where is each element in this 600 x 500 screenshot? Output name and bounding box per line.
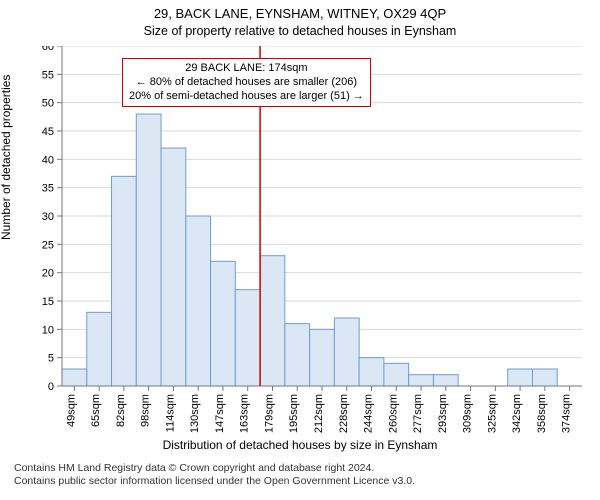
histogram-bar <box>359 358 384 386</box>
histogram-bar <box>384 363 409 386</box>
y-tick-label: 20 <box>42 268 54 280</box>
x-tick-label: 228sqm <box>338 394 350 433</box>
footer-line-1: Contains HM Land Registry data © Crown c… <box>14 462 415 475</box>
annotation-box: 29 BACK LANE: 174sqm ← 80% of detached h… <box>122 58 371 107</box>
x-tick-label: 358sqm <box>536 394 548 433</box>
y-tick-label: 45 <box>42 126 54 138</box>
y-tick-label: 5 <box>48 353 54 365</box>
x-tick-label: 260sqm <box>387 394 399 433</box>
y-tick-label: 10 <box>42 324 54 336</box>
y-tick-label: 55 <box>42 69 54 81</box>
y-tick-label: 60 <box>42 46 54 53</box>
x-tick-label: 277sqm <box>412 394 424 433</box>
histogram-bar <box>136 114 161 386</box>
histogram-bar <box>235 290 260 386</box>
x-tick-label: 374sqm <box>561 394 573 433</box>
chart-plot-area: 05101520253035404550556049sqm65sqm82sqm9… <box>62 46 582 386</box>
y-tick-label: 35 <box>42 183 54 195</box>
x-tick-label: 195sqm <box>288 394 300 433</box>
histogram-bar <box>409 375 434 386</box>
histogram-bar <box>161 148 186 386</box>
histogram-bar <box>62 369 87 386</box>
y-tick-label: 40 <box>42 154 54 166</box>
x-tick-label: 65sqm <box>90 394 102 427</box>
y-tick-label: 0 <box>48 381 54 393</box>
histogram-bar <box>186 216 211 386</box>
histogram-bar <box>112 176 137 386</box>
annotation-line-2: ← 80% of detached houses are smaller (20… <box>129 76 364 90</box>
x-tick-label: 179sqm <box>263 394 275 433</box>
x-tick-label: 309sqm <box>462 394 474 433</box>
x-tick-label: 114sqm <box>164 394 176 432</box>
y-tick-label: 30 <box>42 211 54 223</box>
histogram-bar <box>508 369 533 386</box>
x-tick-label: 325sqm <box>486 394 498 433</box>
x-tick-label: 212sqm <box>313 394 325 433</box>
histogram-bar <box>211 261 236 386</box>
x-tick-label: 98sqm <box>140 394 152 427</box>
y-axis-label: Number of detached properties <box>0 75 13 240</box>
x-tick-label: 49sqm <box>65 394 77 427</box>
histogram-bar <box>87 312 112 386</box>
address-title: 29, BACK LANE, EYNSHAM, WITNEY, OX29 4QP <box>0 6 600 21</box>
y-tick-label: 15 <box>42 296 54 308</box>
x-tick-label: 130sqm <box>189 394 201 433</box>
histogram-bar <box>532 369 557 386</box>
histogram-bar <box>334 318 359 386</box>
histogram-bar <box>285 324 310 386</box>
y-tick-label: 50 <box>42 98 54 110</box>
histogram-bar <box>260 256 285 386</box>
y-tick-label: 25 <box>42 239 54 251</box>
x-tick-label: 342sqm <box>511 394 523 433</box>
x-tick-label: 147sqm <box>214 394 226 433</box>
x-tick-label: 293sqm <box>437 394 449 433</box>
histogram-bar <box>310 329 335 386</box>
annotation-line-1: 29 BACK LANE: 174sqm <box>129 62 364 76</box>
subtitle: Size of property relative to detached ho… <box>0 24 600 38</box>
x-tick-label: 82sqm <box>115 394 127 427</box>
x-axis-label: Distribution of detached houses by size … <box>0 438 600 452</box>
x-tick-label: 244sqm <box>363 394 375 433</box>
histogram-bar <box>433 375 458 386</box>
annotation-line-3: 20% of semi-detached houses are larger (… <box>129 90 364 104</box>
footer-attribution: Contains HM Land Registry data © Crown c… <box>14 462 415 488</box>
footer-line-2: Contains public sector information licen… <box>14 475 415 488</box>
x-tick-label: 163sqm <box>239 394 251 433</box>
